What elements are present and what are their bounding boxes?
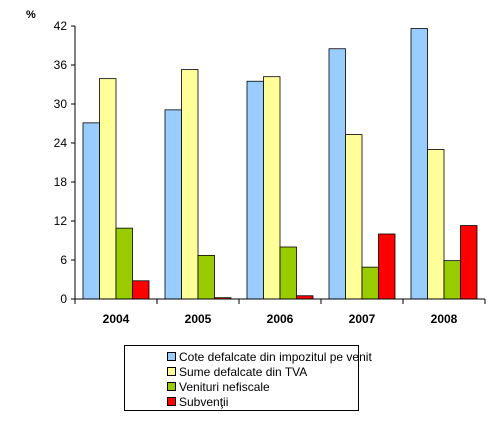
- bar-3-2008: [443, 260, 461, 300]
- legend-swatch: [167, 367, 176, 376]
- y-tick-label: 0: [60, 292, 67, 306]
- legend-swatch: [167, 352, 176, 361]
- y-tick-label: 18: [54, 175, 68, 189]
- bar-2-2007: [345, 134, 363, 300]
- legend-label: Sume defalcate din TVA: [179, 364, 308, 379]
- bar-2-2005: [181, 69, 199, 300]
- bar-2-2008: [427, 149, 445, 300]
- bar-2-2006: [263, 76, 281, 300]
- x-axis-labels: 2004 2005 2006 2007 2008: [103, 312, 458, 326]
- x-tick-label-2007: 2007: [349, 312, 376, 326]
- y-axis-ticks: 0 6 12 18 24 30 36 42: [54, 19, 75, 306]
- legend-item-3: Venituri nefiscale: [167, 379, 358, 394]
- bar-3-2005: [197, 255, 215, 300]
- bar-3-2007: [361, 266, 379, 300]
- legend-label: Cote defalcate din impozitul pe venit: [179, 349, 372, 364]
- bar-chart: % 0 6 12 18 24 30 36 42 2004 2005 2006 2007 2008: [26, 9, 486, 326]
- x-tick-label-2004: 2004: [103, 312, 130, 326]
- x-tick-label-2006: 2006: [267, 312, 294, 326]
- y-tick-label: 36: [54, 58, 68, 72]
- legend-item-4: Subvenţii: [167, 394, 358, 409]
- legend-item-2: Sume defalcate din TVA: [167, 364, 358, 379]
- bar-3-2006: [279, 246, 297, 300]
- bar-4-2008: [460, 225, 478, 300]
- legend: Cote defalcate din impozitul pe venit Sum…: [124, 345, 372, 411]
- legend-item-1: Cote defalcate din impozitul pe venit: [167, 349, 372, 364]
- legend-swatch: [167, 397, 176, 406]
- bar-1-2004: [82, 122, 100, 300]
- x-tick-label-2005: 2005: [185, 312, 212, 326]
- y-tick-label: 30: [54, 97, 68, 111]
- bar-1-2006: [246, 80, 264, 300]
- y-tick-label: 6: [60, 253, 67, 267]
- x-tick-label-2008: 2008: [431, 312, 458, 326]
- bar-4-2007: [378, 233, 396, 300]
- legend-label: Subvenţii: [179, 394, 229, 409]
- bar-1-2007: [328, 48, 346, 300]
- axes-group: [74, 26, 486, 304]
- bar-3-2004: [115, 227, 133, 300]
- bars-group: [82, 28, 478, 300]
- legend-swatch: [167, 382, 176, 391]
- bar-1-2008: [410, 28, 428, 300]
- legend-label: Venituri nefiscale: [179, 379, 270, 394]
- y-axis-unit-label: %: [26, 9, 36, 21]
- bar-2-2004: [99, 78, 117, 300]
- bar-4-2004: [132, 280, 150, 300]
- y-tick-label: 42: [54, 19, 68, 33]
- y-tick-label: 24: [54, 136, 68, 150]
- y-tick-label: 12: [54, 214, 68, 228]
- bar-1-2005: [164, 109, 182, 300]
